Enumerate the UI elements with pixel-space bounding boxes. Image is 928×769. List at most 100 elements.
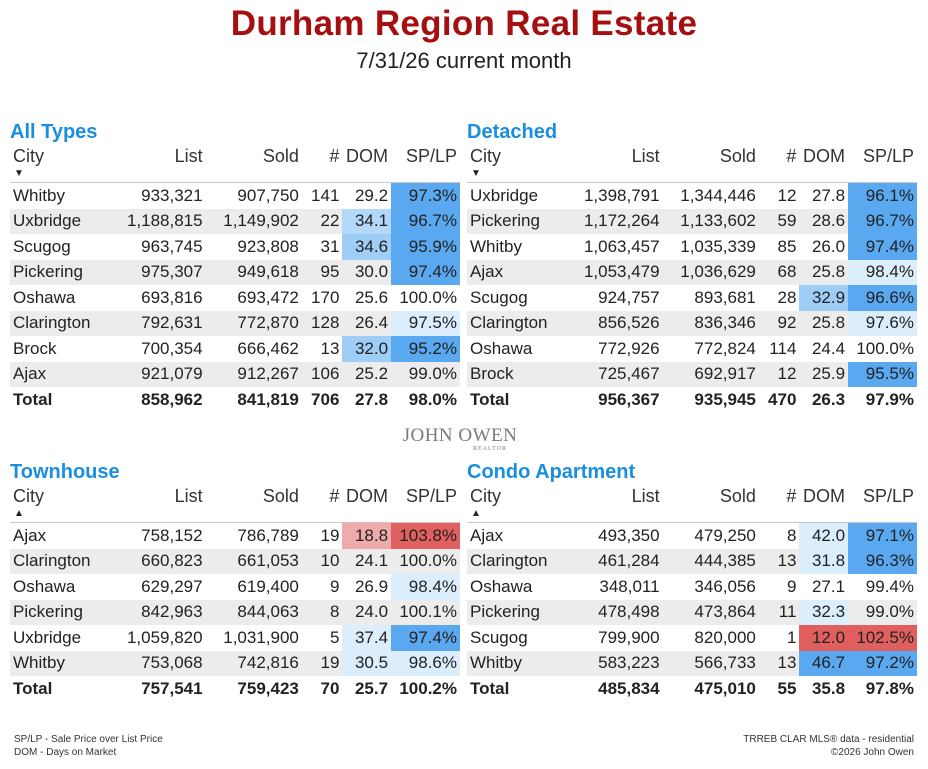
column-header-label: Sold xyxy=(262,146,299,166)
column-header-city[interactable]: City ▼ xyxy=(467,146,581,183)
column-header-n[interactable]: # xyxy=(759,146,800,183)
table-row[interactable]: Ajax 758,152 786,789 19 18.8 103.8% xyxy=(10,522,460,549)
column-header-list[interactable]: List xyxy=(581,486,663,523)
cell-splp: 98.4% xyxy=(848,259,917,285)
table-row[interactable]: Brock 725,467 692,917 12 25.9 95.5% xyxy=(467,361,917,387)
table-row[interactable]: Pickering 1,172,264 1,133,602 59 28.6 96.7% xyxy=(467,208,917,234)
cell-sold: 923,808 xyxy=(205,234,302,260)
column-header-sold[interactable]: Sold xyxy=(663,486,759,523)
total-city: Total xyxy=(10,676,124,702)
table-row[interactable]: Oshawa 629,297 619,400 9 26.9 98.4% xyxy=(10,574,460,600)
cell-list: 856,526 xyxy=(580,310,663,336)
column-header-list[interactable]: List xyxy=(124,486,206,523)
column-header-splp[interactable]: SP/LP xyxy=(848,486,917,523)
column-header-list[interactable]: List xyxy=(581,146,663,183)
cell-splp: 97.2% xyxy=(848,650,917,676)
cell-n: 1 xyxy=(758,625,800,651)
sort-descending-icon[interactable]: ▼ xyxy=(14,168,24,179)
total-city: Total xyxy=(10,387,124,413)
cell-city: Pickering xyxy=(10,599,124,625)
column-header-n[interactable]: # xyxy=(759,486,800,523)
sort-descending-icon[interactable]: ▼ xyxy=(471,168,481,179)
cell-dom: 27.1 xyxy=(799,574,849,600)
cell-splp: 97.6% xyxy=(848,310,917,336)
column-header-dom[interactable]: DOM xyxy=(342,146,391,183)
cell-splp: 96.7% xyxy=(391,208,460,234)
cell-list: 921,079 xyxy=(123,361,206,387)
column-header-city[interactable]: City ▲ xyxy=(467,486,581,523)
cell-splp: 97.1% xyxy=(848,522,917,549)
table-row[interactable]: Oshawa 772,926 772,824 114 24.4 100.0% xyxy=(467,336,917,362)
sort-ascending-icon[interactable]: ▲ xyxy=(471,508,481,519)
page-title: Durham Region Real Estate xyxy=(230,4,698,43)
table-row[interactable]: Oshawa 693,816 693,472 170 25.6 100.0% xyxy=(10,285,460,311)
column-header-city[interactable]: City ▼ xyxy=(10,146,124,183)
table-row[interactable]: Brock 700,354 666,462 13 32.0 95.2% xyxy=(10,336,460,362)
column-header-n[interactable]: # xyxy=(302,486,343,523)
column-header-label: City xyxy=(470,146,501,166)
cell-city: Scugog xyxy=(467,625,581,651)
total-splp: 100.2% xyxy=(391,676,460,702)
cell-dom: 32.3 xyxy=(799,599,849,625)
table-row[interactable]: Ajax 1,053,479 1,036,629 68 25.8 98.4% xyxy=(467,259,917,285)
footnote-splp: SP/LP - Sale Price over List Price xyxy=(14,734,163,745)
column-header-splp[interactable]: SP/LP xyxy=(391,146,460,183)
table-row[interactable]: Scugog 924,757 893,681 28 32.9 96.6% xyxy=(467,285,917,311)
table-row[interactable]: Uxbridge 1,398,791 1,344,446 12 27.8 96.1% xyxy=(467,182,917,209)
table-row[interactable]: Oshawa 348,011 346,056 9 27.1 99.4% xyxy=(467,574,917,600)
cell-n: 19 xyxy=(301,650,343,676)
table-row[interactable]: Whitby 1,063,457 1,035,339 85 26.0 97.4% xyxy=(467,234,917,260)
table-row[interactable]: Clarington 660,823 661,053 10 24.1 100.0% xyxy=(10,548,460,574)
logo-name: JOHN OWEN xyxy=(402,425,518,446)
column-header-label: DOM xyxy=(346,146,389,166)
column-header-list[interactable]: List xyxy=(124,146,206,183)
total-row: Total 485,834 475,010 55 35.8 97.8% xyxy=(467,676,917,702)
table-row[interactable]: Whitby 933,321 907,750 141 29.2 97.3% xyxy=(10,182,460,209)
total-list: 858,962 xyxy=(123,387,206,413)
table-row[interactable]: Uxbridge 1,188,815 1,149,902 22 34.1 96.7% xyxy=(10,208,460,234)
table-row[interactable]: Clarington 792,631 772,870 128 26.4 97.5% xyxy=(10,310,460,336)
cell-list: 1,053,479 xyxy=(580,259,663,285)
table-row[interactable]: Clarington 856,526 836,346 92 25.8 97.6% xyxy=(467,310,917,336)
column-header-n[interactable]: # xyxy=(302,146,343,183)
column-header-sold[interactable]: Sold xyxy=(206,486,302,523)
table-row[interactable]: Uxbridge 1,059,820 1,031,900 5 37.4 97.4% xyxy=(10,625,460,651)
table-row[interactable]: Clarington 461,284 444,385 13 31.8 96.3% xyxy=(467,548,917,574)
section-all-types: All Types City ▼ List Sold # DOM SP/LP Whitby 933… xyxy=(10,118,460,413)
cell-city: Oshawa xyxy=(10,285,124,311)
table-row[interactable]: Pickering 478,498 473,864 11 32.3 99.0% xyxy=(467,599,917,625)
cell-n: 13 xyxy=(758,548,800,574)
table-row[interactable]: Pickering 842,963 844,063 8 24.0 100.1% xyxy=(10,599,460,625)
total-list: 485,834 xyxy=(580,676,663,702)
stats-table: City ▲ List Sold # DOM SP/LP Ajax 758,152 786,789… xyxy=(10,486,460,702)
table-row[interactable]: Whitby 583,223 566,733 13 46.7 97.2% xyxy=(467,650,917,676)
section-title: Condo Apartment xyxy=(467,461,636,483)
cell-n: 11 xyxy=(758,599,800,625)
total-n: 55 xyxy=(758,676,800,702)
column-header-splp[interactable]: SP/LP xyxy=(391,486,460,523)
column-header-dom[interactable]: DOM xyxy=(799,486,848,523)
cell-n: 10 xyxy=(301,548,343,574)
column-header-sold[interactable]: Sold xyxy=(206,146,302,183)
column-header-splp[interactable]: SP/LP xyxy=(848,146,917,183)
cell-sold: 1,344,446 xyxy=(662,182,759,209)
column-header-sold[interactable]: Sold xyxy=(663,146,759,183)
cell-list: 792,631 xyxy=(123,310,206,336)
table-row[interactable]: Ajax 493,350 479,250 8 42.0 97.1% xyxy=(467,522,917,549)
cell-sold: 661,053 xyxy=(205,548,302,574)
table-row[interactable]: Scugog 963,745 923,808 31 34.6 95.9% xyxy=(10,234,460,260)
column-header-city[interactable]: City ▲ xyxy=(10,486,124,523)
total-sold: 935,945 xyxy=(662,387,759,413)
table-row[interactable]: Ajax 921,079 912,267 106 25.2 99.0% xyxy=(10,361,460,387)
cell-dom: 42.0 xyxy=(799,522,849,549)
column-header-dom[interactable]: DOM xyxy=(799,146,848,183)
footnote-source: TRREB CLAR MLS® data - residential xyxy=(743,734,914,745)
sort-ascending-icon[interactable]: ▲ xyxy=(14,508,24,519)
table-row[interactable]: Scugog 799,900 820,000 1 12.0 102.5% xyxy=(467,625,917,651)
table-row[interactable]: Pickering 975,307 949,618 95 30.0 97.4% xyxy=(10,259,460,285)
cell-dom: 30.0 xyxy=(342,259,392,285)
total-city: Total xyxy=(467,676,581,702)
total-sold: 759,423 xyxy=(205,676,302,702)
table-row[interactable]: Whitby 753,068 742,816 19 30.5 98.6% xyxy=(10,650,460,676)
column-header-dom[interactable]: DOM xyxy=(342,486,391,523)
